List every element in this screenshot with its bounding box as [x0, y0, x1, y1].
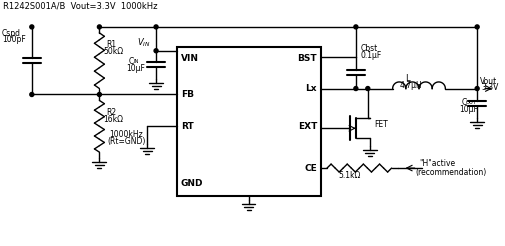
Text: 1000kHz: 1000kHz — [110, 130, 143, 139]
Text: 3.3V: 3.3V — [481, 83, 498, 92]
Circle shape — [97, 25, 102, 29]
Circle shape — [97, 92, 102, 96]
Circle shape — [475, 25, 479, 29]
Text: 10μF: 10μF — [126, 64, 145, 73]
Text: GND: GND — [181, 180, 204, 188]
Text: Lx: Lx — [306, 84, 317, 93]
Text: 10μF: 10μF — [459, 105, 478, 114]
Text: 5.1kΩ: 5.1kΩ — [338, 170, 361, 180]
Circle shape — [366, 87, 370, 91]
Text: R1: R1 — [107, 40, 117, 49]
Text: Cbst: Cbst — [361, 44, 378, 53]
Text: (recommendation): (recommendation) — [416, 168, 487, 177]
Text: 4.7μH: 4.7μH — [399, 81, 422, 90]
Text: EXT: EXT — [298, 122, 317, 131]
Text: FB: FB — [181, 90, 194, 99]
Text: CE: CE — [305, 164, 317, 172]
Text: 50kΩ: 50kΩ — [104, 47, 124, 56]
Circle shape — [30, 92, 34, 96]
Circle shape — [30, 25, 34, 29]
Text: 0.1μF: 0.1μF — [361, 51, 382, 60]
Text: BST: BST — [297, 54, 317, 63]
Text: R1242S001A/B  Vout=3.3V  1000kHz: R1242S001A/B Vout=3.3V 1000kHz — [3, 1, 158, 11]
Text: IN: IN — [133, 59, 138, 64]
Text: FET: FET — [374, 120, 387, 129]
Circle shape — [354, 25, 358, 29]
Text: VIN: VIN — [181, 54, 199, 63]
Text: RT: RT — [181, 122, 194, 131]
Circle shape — [154, 25, 158, 29]
Text: 16kΩ: 16kΩ — [104, 115, 123, 124]
Text: C: C — [128, 57, 133, 66]
Circle shape — [354, 87, 358, 91]
Text: OUT: OUT — [466, 100, 477, 105]
Circle shape — [475, 87, 479, 91]
Text: Cspd: Cspd — [2, 29, 21, 38]
Text: "H"active: "H"active — [420, 159, 456, 168]
Text: L: L — [406, 74, 410, 83]
Text: (Rt=GND): (Rt=GND) — [108, 137, 146, 146]
Bar — [177, 47, 321, 196]
Text: C: C — [461, 98, 467, 107]
Text: 100pF: 100pF — [2, 35, 26, 44]
Text: $V_{IN}$: $V_{IN}$ — [137, 37, 151, 49]
Text: R2: R2 — [107, 108, 117, 117]
Circle shape — [154, 49, 158, 53]
Text: Vout: Vout — [480, 77, 497, 86]
